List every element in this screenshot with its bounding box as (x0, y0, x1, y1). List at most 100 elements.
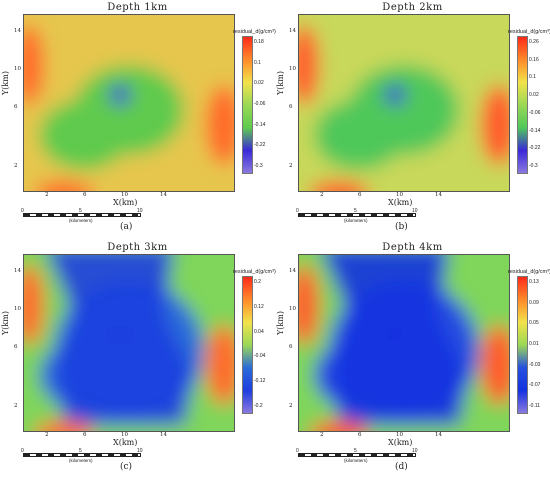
colorbar-title: residual_d(g/cm³) (508, 29, 550, 35)
y-tick-label: 10 (14, 66, 21, 72)
y-axis-label: Y(km) (276, 311, 285, 335)
y-tick-label: 10 (289, 66, 296, 72)
scale-unit-label: (kilometers) (69, 458, 93, 463)
low-anomaly-core (385, 85, 405, 105)
high-anomaly-west (24, 265, 44, 345)
colorbar (517, 36, 528, 174)
panel-caption: (a) (120, 222, 133, 232)
x-tick-label: 2 (45, 192, 49, 198)
y-tick-label: 6 (289, 344, 293, 350)
colorbar-tick: -0.04 (254, 353, 266, 360)
map-panel-3: Depth 3kmHuoshanshanBijiashanWohuoshanTi… (0, 240, 276, 480)
x-tick-label: 2 (320, 432, 324, 438)
map-panel-2: Depth 2kmHuoshanshanBijiashanWohuoshanTi… (275, 0, 550, 240)
density-contour-map (299, 255, 509, 431)
scale-unit-label: (kilometers) (69, 218, 93, 223)
low-anomaly-core (385, 325, 405, 345)
colorbar (242, 276, 253, 414)
scale-tick-label: 10 (137, 448, 143, 454)
x-axis-label: X(km) (113, 438, 138, 447)
mid-anomaly-west (39, 100, 129, 170)
panel-title: Depth 3km (107, 242, 168, 253)
y-tick-label: 6 (14, 104, 18, 110)
y-tick-label: 6 (289, 104, 293, 110)
y-tick-label: 14 (14, 28, 21, 34)
scale-bar-graphic (23, 213, 141, 217)
scale-bar: 0 5 10 (kilometers) (21, 208, 143, 223)
colorbar-tick: 0.02 (529, 92, 539, 99)
x-tick-label: 14 (160, 192, 167, 198)
density-map (298, 254, 510, 432)
scale-tick-label: 5 (354, 448, 357, 454)
colorbar-tick: 0.02 (254, 80, 264, 87)
colorbar-tick: -0.11 (529, 403, 541, 409)
panel-caption: (d) (395, 462, 408, 472)
high-anomaly-east (481, 325, 509, 405)
high-anomaly-south (309, 421, 369, 431)
y-tick-label: 2 (14, 403, 18, 409)
y-tick-label: 14 (289, 268, 296, 274)
colorbar-title: residual_d(g/cm³) (233, 29, 276, 35)
y-tick-label: 2 (289, 163, 293, 169)
density-map (23, 14, 235, 192)
colorbar-tick: 0.16 (529, 56, 539, 63)
scale-tick-label: 0 (21, 448, 24, 454)
high-anomaly-south (34, 421, 94, 431)
scale-tick-label: 10 (137, 208, 143, 214)
x-tick-label: 14 (435, 192, 442, 198)
scale-bar: 0 5 10 (kilometers) (21, 448, 143, 463)
x-tick-label: 6 (358, 432, 362, 438)
density-contour-map (24, 255, 234, 431)
scale-tick-label: 10 (412, 208, 418, 214)
y-tick-label: 14 (289, 28, 296, 34)
colorbar-tick: 0.01 (529, 341, 539, 347)
x-axis-label: X(km) (388, 438, 413, 447)
x-tick-label: 6 (358, 192, 362, 198)
y-tick-label: 14 (14, 268, 21, 274)
colorbar-tick: 0.13 (529, 279, 539, 285)
y-tick-label: 2 (14, 163, 18, 169)
colorbar-tick: -0.07 (529, 382, 541, 389)
anomaly-layer (24, 255, 234, 431)
scale-tick-label: 0 (21, 208, 24, 214)
colorbar (517, 276, 528, 414)
panel-caption: (b) (395, 222, 408, 232)
density-contour-map (299, 15, 509, 191)
x-axis-label: X(km) (388, 198, 413, 207)
scale-bar-graphic (298, 453, 416, 457)
high-anomaly-east (206, 85, 234, 165)
colorbar-tick: 0.26 (529, 39, 539, 45)
colorbar-tick: 0.04 (254, 328, 264, 335)
colorbar-tick: -0.06 (254, 101, 266, 107)
x-tick-label: 2 (45, 432, 49, 438)
anomaly-layer (24, 15, 234, 191)
scale-tick-label: 5 (79, 448, 82, 454)
scale-tick-label: 5 (354, 208, 357, 214)
high-anomaly-west (299, 265, 319, 345)
scale-bar-graphic (298, 213, 416, 217)
colorbar-tick: 0.1 (254, 59, 261, 66)
low-anomaly-core (110, 85, 130, 105)
low-anomaly-core (110, 325, 130, 345)
panel-title: Depth 2km (382, 2, 443, 13)
density-contour-map (24, 15, 234, 191)
y-tick-label: 6 (14, 344, 18, 350)
y-tick-label: 10 (289, 306, 296, 312)
y-axis-label: Y(km) (1, 71, 10, 95)
colorbar-tick: -0.22 (254, 142, 266, 149)
high-anomaly-west (299, 25, 319, 105)
colorbar-tick: 0.12 (254, 303, 264, 310)
colorbar-tick: -0.3 (254, 163, 263, 169)
colorbar-tick: 0.1 (529, 74, 536, 81)
scale-bar: 0 5 10 (kilometers) (296, 208, 418, 223)
high-anomaly-west (24, 25, 44, 105)
scale-unit-label: (kilometers) (344, 218, 368, 223)
colorbar-tick: -0.06 (529, 109, 541, 116)
x-tick-label: 14 (435, 432, 442, 438)
colorbar-tick: -0.2 (254, 403, 263, 409)
colorbar-tick: -0.14 (529, 127, 541, 134)
colorbar-title: residual_d(g/cm³) (233, 269, 276, 275)
panel-title: Depth 1km (107, 2, 168, 13)
scale-tick-label: 5 (79, 208, 82, 214)
